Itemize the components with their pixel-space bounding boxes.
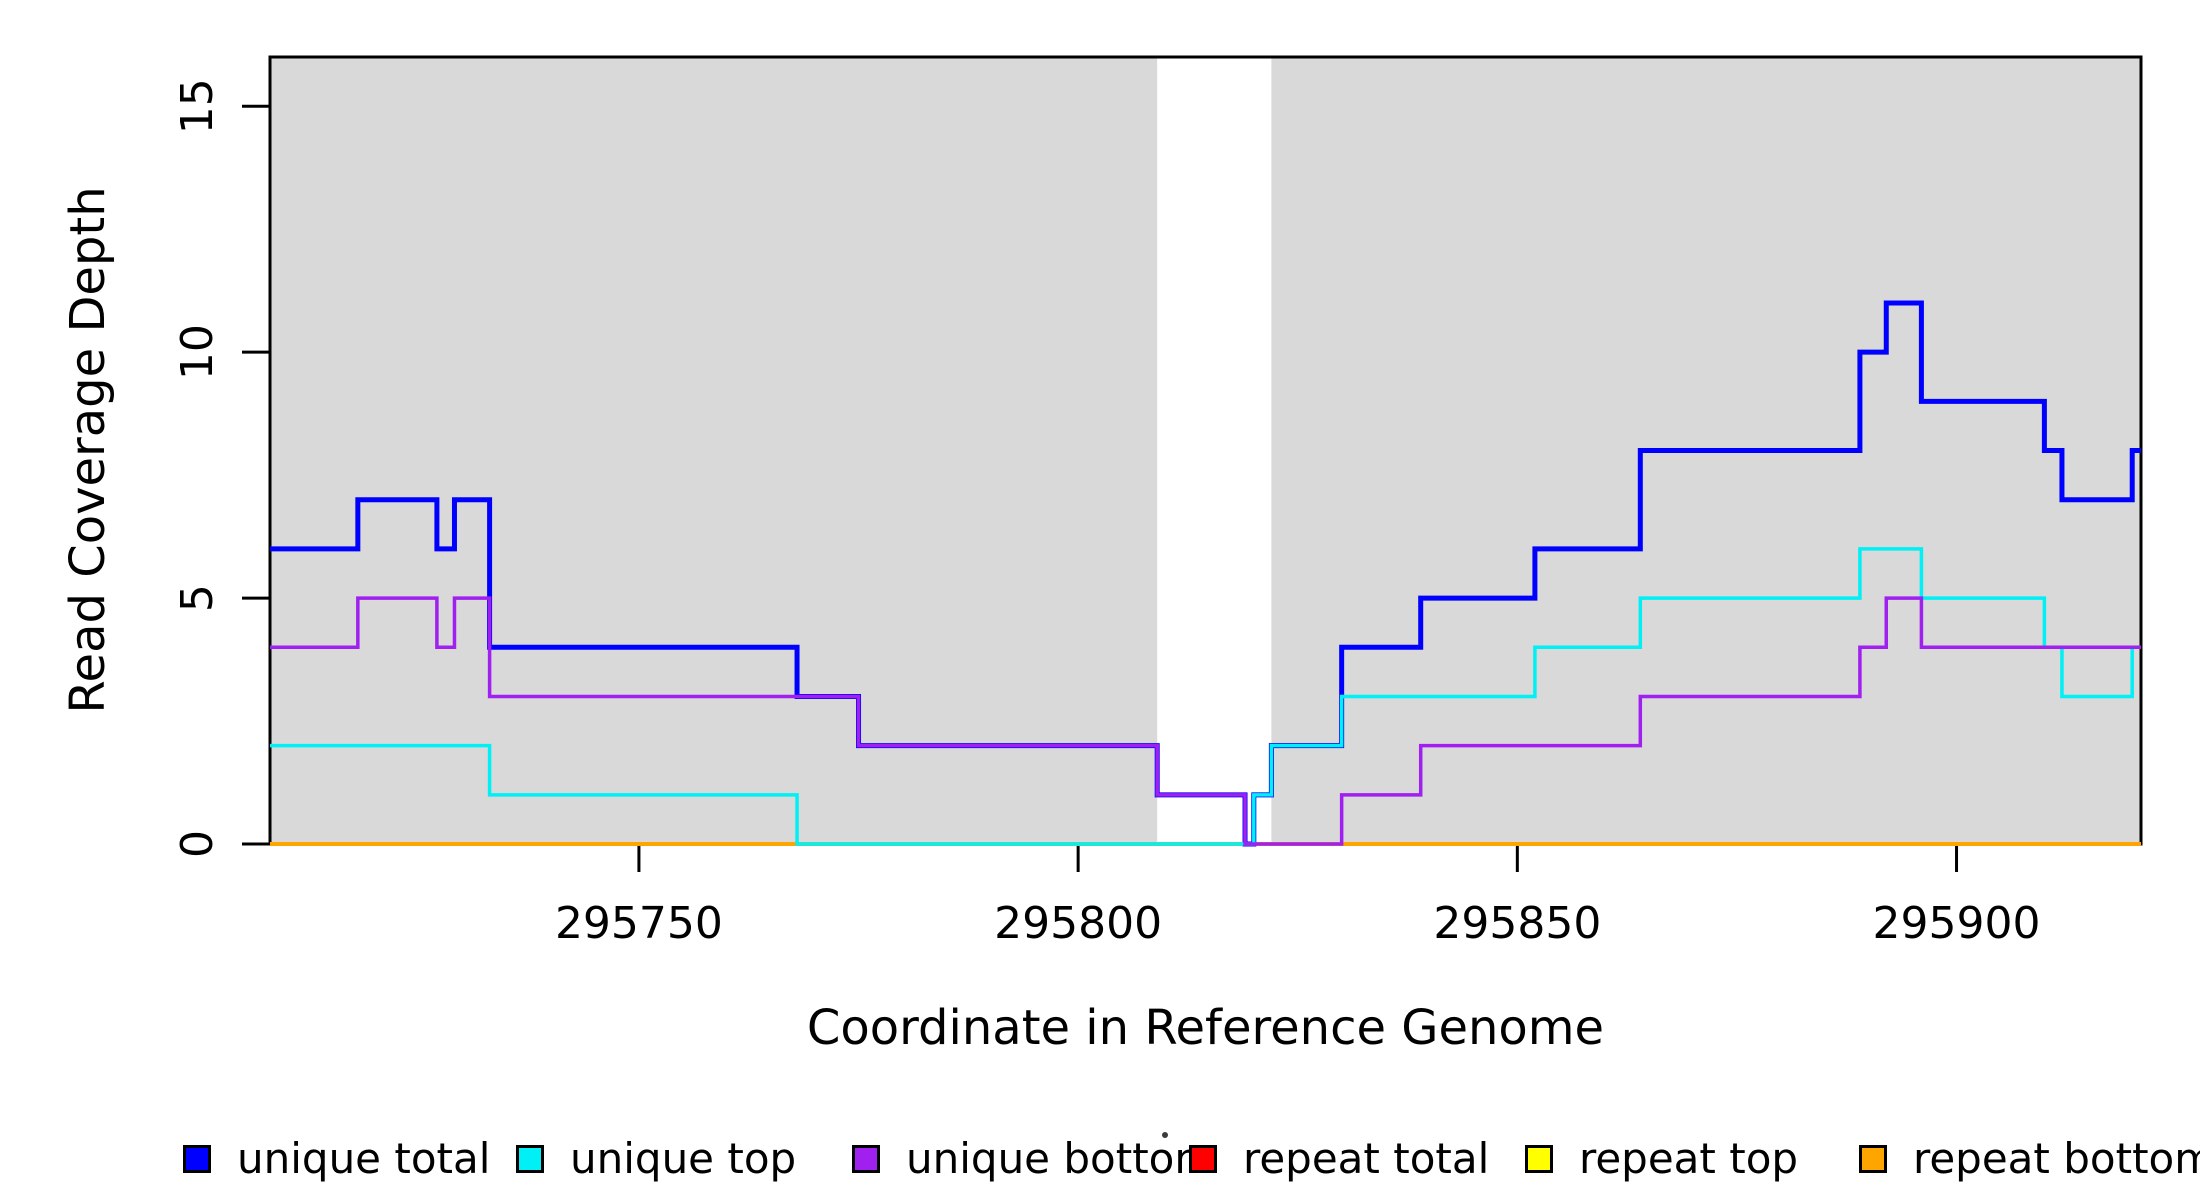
y-tick-label: 5 xyxy=(172,584,223,612)
y-tick-label: 15 xyxy=(172,78,223,134)
y-tick-label: 10 xyxy=(172,324,223,380)
stray-dot xyxy=(1162,1132,1168,1138)
x-axis-title: Coordinate in Reference Genome xyxy=(806,1000,1605,1056)
legend-label: unique top xyxy=(570,1134,797,1183)
x-tick-label: 295800 xyxy=(994,898,1162,949)
legend-item-unique-total: unique total xyxy=(183,1134,491,1183)
legend-label: unique bottom xyxy=(906,1134,1216,1183)
legend-label: repeat top xyxy=(1579,1134,1799,1183)
legend-swatch-icon xyxy=(1859,1145,1887,1173)
x-tick-label: 295750 xyxy=(555,898,723,949)
legend-swatch-icon xyxy=(852,1145,880,1173)
legend-item-repeat-bottom: repeat bottom xyxy=(1859,1134,2200,1183)
legend-item-unique-bottom: unique bottom xyxy=(852,1134,1216,1183)
x-tick-label: 295850 xyxy=(1433,898,1601,949)
y-tick-label: 0 xyxy=(172,830,223,858)
y-axis-title: Read Coverage Depth xyxy=(60,186,116,714)
legend-swatch-icon xyxy=(183,1145,211,1173)
legend-swatch-icon xyxy=(516,1145,544,1173)
legend-swatch-icon xyxy=(1525,1145,1553,1173)
legend-label: repeat bottom xyxy=(1913,1134,2200,1183)
legend-label: repeat total xyxy=(1243,1134,1490,1183)
shade-region-0 xyxy=(270,57,1158,844)
legend-item-unique-top: unique top xyxy=(516,1134,797,1183)
legend-label: unique total xyxy=(237,1134,491,1183)
legend-item-repeat-top: repeat top xyxy=(1525,1134,1799,1183)
legend-item-repeat-total: repeat total xyxy=(1189,1134,1490,1183)
x-tick-label: 295900 xyxy=(1873,898,2041,949)
series-line-unique-bottom xyxy=(270,596,2141,846)
legend-swatch-icon xyxy=(1189,1145,1217,1173)
